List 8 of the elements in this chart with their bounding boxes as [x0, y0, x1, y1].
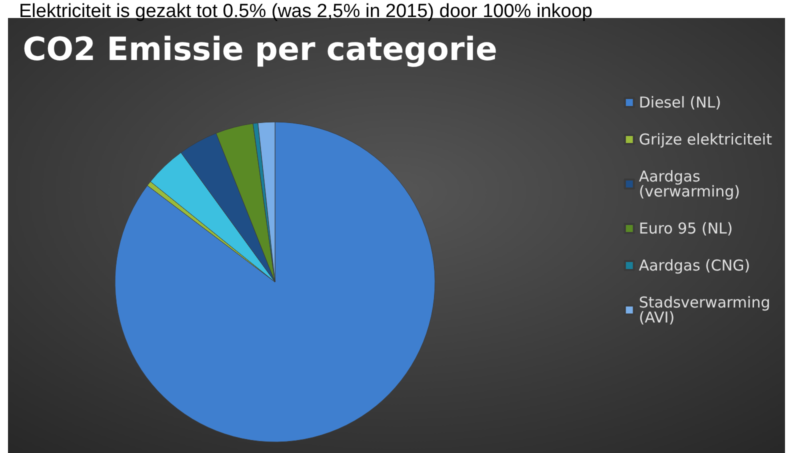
legend-label: Diesel (NL): [638, 94, 722, 112]
legend-label: Grijze elektriciteit: [638, 130, 772, 148]
chart-title: CO2 Emissie per categorie: [22, 30, 498, 68]
text: Elektriciteit is gezakt tot 0.5% (was 2,5% in 2015) door 100% inkoop: [19, 1, 592, 22]
legend-label: Aardgas (verwarming): [638, 168, 740, 200]
legend-label: Aardgas (CNG): [638, 256, 750, 274]
legend-label: Stadsverwarming (AVI): [638, 294, 776, 326]
legend-label: Euro 95 (NL): [638, 220, 733, 238]
